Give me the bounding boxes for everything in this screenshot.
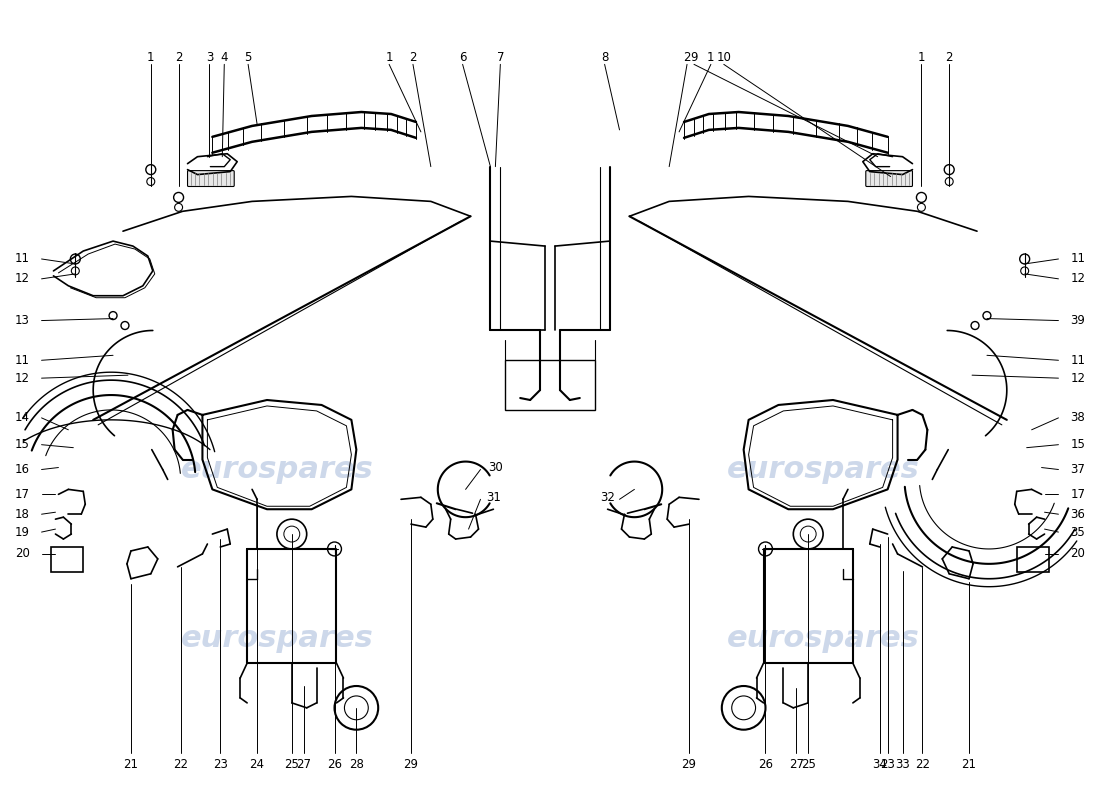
Text: 9: 9 [690,51,697,64]
Text: 37: 37 [1070,463,1086,476]
Text: 17: 17 [14,488,30,501]
Text: 24: 24 [250,758,264,771]
Text: 12: 12 [14,372,30,385]
Text: 19: 19 [14,526,30,538]
Text: 15: 15 [1070,438,1086,451]
Text: 20: 20 [14,547,30,561]
Text: 32: 32 [601,491,615,504]
Text: 22: 22 [915,758,930,771]
Text: 26: 26 [758,758,773,771]
Text: 31: 31 [486,491,500,504]
Text: eurospares: eurospares [727,455,920,484]
Text: 11: 11 [14,253,30,266]
Text: 2: 2 [175,51,183,64]
Text: 15: 15 [14,438,30,451]
Text: 14: 14 [14,411,30,424]
Text: 3: 3 [206,51,213,64]
Text: 10: 10 [716,51,732,64]
Text: 35: 35 [1070,526,1085,538]
Text: 11: 11 [1070,354,1086,366]
Bar [505,360,595,410]
Text: 7: 7 [496,51,504,64]
Text: 1: 1 [385,51,393,64]
Text: 1: 1 [147,51,154,64]
Text: 27: 27 [789,758,804,771]
Text: 28: 28 [349,758,364,771]
Text: 1: 1 [917,51,925,64]
Text: 27: 27 [296,758,311,771]
Bar [52,547,84,572]
Text: 1: 1 [707,51,715,64]
Text: 25: 25 [801,758,815,771]
Text: eurospares: eurospares [727,624,920,653]
Text: 2: 2 [683,51,691,64]
Text: 29: 29 [682,758,696,771]
FancyBboxPatch shape [187,170,234,186]
Text: 11: 11 [14,354,30,366]
Text: 38: 38 [1070,411,1085,424]
Text: 17: 17 [1070,488,1086,501]
Text: 29: 29 [404,758,418,771]
Text: eurospares: eurospares [180,455,373,484]
Text: 36: 36 [1070,508,1086,521]
Text: 12: 12 [1070,272,1086,286]
Text: 18: 18 [14,508,30,521]
Text: 26: 26 [327,758,342,771]
Text: 12: 12 [14,272,30,286]
Text: 23: 23 [880,758,895,771]
Text: 23: 23 [213,758,228,771]
Text: 6: 6 [459,51,466,64]
Text: 13: 13 [14,314,30,327]
Text: 34: 34 [872,758,887,771]
Text: 39: 39 [1070,314,1086,327]
Text: 20: 20 [1070,547,1086,561]
Text: 4: 4 [220,51,228,64]
Text: 12: 12 [1070,372,1086,385]
Text: 21: 21 [961,758,977,771]
Text: 5: 5 [244,51,252,64]
Text: 21: 21 [123,758,139,771]
Bar [1016,547,1048,572]
Text: 8: 8 [601,51,608,64]
Text: 30: 30 [488,461,503,474]
Text: 25: 25 [285,758,299,771]
Text: 2: 2 [946,51,953,64]
Text: 2: 2 [409,51,417,64]
Text: 33: 33 [895,758,910,771]
Text: eurospares: eurospares [180,624,373,653]
FancyBboxPatch shape [866,170,913,186]
Text: 22: 22 [173,758,188,771]
Text: 11: 11 [1070,253,1086,266]
Text: 16: 16 [14,463,30,476]
